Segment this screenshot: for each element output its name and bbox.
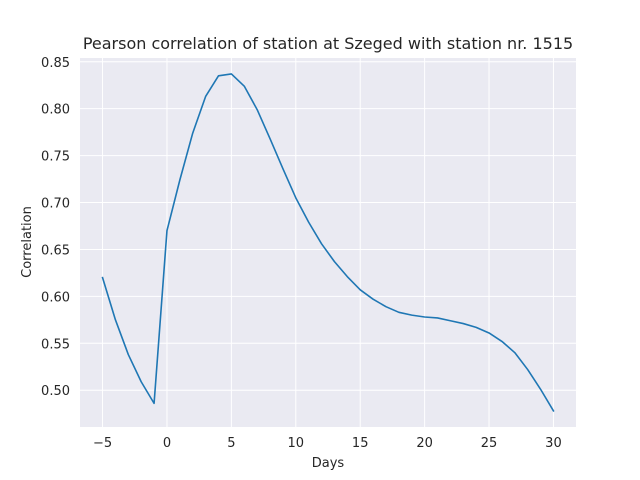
x-axis-label: Days	[312, 456, 345, 471]
x-tick-label: 0	[163, 436, 171, 451]
y-tick-label: 0.60	[41, 290, 70, 305]
x-tick-label: 15	[352, 436, 369, 451]
x-tick-labels: −5 0 5 10 15 20 25 30	[93, 436, 562, 451]
x-tick-label: 10	[288, 436, 305, 451]
chart-title: Pearson correlation of station at Szeged…	[83, 34, 573, 53]
x-tick-label: 20	[416, 436, 433, 451]
y-tick-label: 0.70	[41, 197, 70, 212]
x-tick-label: 30	[545, 436, 562, 451]
plot-background	[80, 58, 576, 427]
y-axis-label: Correlation	[20, 206, 35, 278]
x-tick-label: 25	[481, 436, 498, 451]
series-line	[101, 73, 555, 412]
x-tick-label: −5	[93, 436, 112, 451]
x-tick-label: 5	[227, 436, 235, 451]
y-tick-label: 0.50	[41, 384, 70, 399]
y-tick-label: 0.80	[41, 103, 70, 118]
y-tick-label: 0.75	[41, 150, 70, 165]
y-tick-labels: 0.50 0.55 0.60 0.65 0.70 0.75 0.80 0.85	[41, 56, 70, 399]
y-tick-label: 0.85	[41, 56, 70, 71]
y-tick-label: 0.65	[41, 243, 70, 258]
y-tick-label: 0.55	[41, 337, 70, 352]
